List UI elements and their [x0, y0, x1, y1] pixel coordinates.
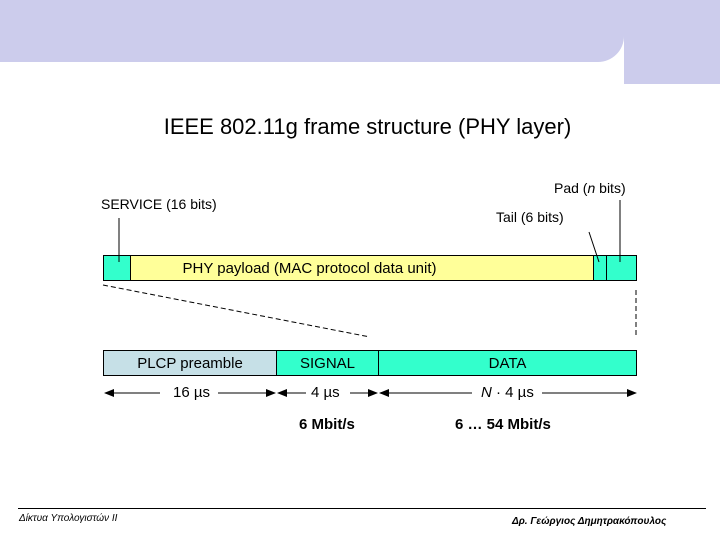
header-banner: [0, 0, 624, 62]
payload-field: PHY payload (MAC protocol data unit): [130, 255, 594, 281]
signal-duration: 4 µs: [311, 384, 340, 401]
footer-course: Δίκτυα Υπολογιστών ΙΙ: [19, 513, 118, 524]
tail-label: Tail (6 bits): [496, 209, 564, 225]
data-field: DATA: [378, 350, 637, 376]
expand-dash-left: [102, 284, 371, 338]
plcp-preamble-label: PLCP preamble: [137, 354, 243, 372]
pad-label: Pad (n bits): [554, 180, 626, 196]
tail-field: [593, 255, 607, 281]
slide-title: IEEE 802.11g frame structure (PHY layer): [163, 114, 572, 139]
signal-field: SIGNAL: [276, 350, 379, 376]
footer-divider: [18, 508, 706, 509]
data-label: DATA: [488, 354, 527, 372]
service-label: SERVICE (16 bits): [101, 196, 217, 212]
pad-field: [606, 255, 637, 281]
signal-label: SIGNAL: [299, 354, 356, 372]
preamble-duration: 16 µs: [173, 384, 210, 401]
signal-rate: 6 Mbit/s: [299, 416, 355, 433]
footer-author: Δρ. Γεώργιος Δημητρακόπουλος: [512, 516, 667, 527]
payload-label: PHY payload (MAC protocol data unit): [182, 259, 437, 277]
data-rate: 6 … 54 Mbit/s: [455, 416, 551, 433]
header-banner-side: [624, 0, 720, 84]
service-field: [103, 255, 131, 281]
plcp-preamble-field: PLCP preamble: [103, 350, 277, 376]
data-duration: N · 4 µs: [481, 384, 534, 401]
